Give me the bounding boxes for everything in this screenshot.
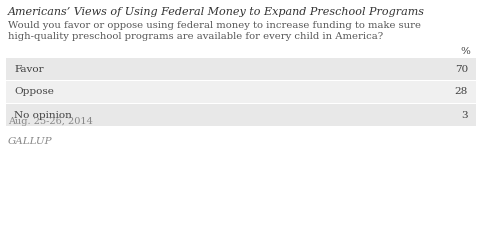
Text: 3: 3 [461, 110, 468, 119]
Bar [6, 81, 476, 103]
Text: Americans’ Views of Using Federal Money to Expand Preschool Programs: Americans’ Views of Using Federal Money … [8, 7, 425, 17]
Text: %: % [460, 47, 470, 56]
Text: high-quality preschool programs are available for every child in America?: high-quality preschool programs are avai… [8, 32, 383, 41]
Text: Favor: Favor [14, 65, 44, 74]
Text: 70: 70 [455, 65, 468, 74]
Text: Oppose: Oppose [14, 88, 54, 97]
Text: Aug. 25-26, 2014: Aug. 25-26, 2014 [8, 117, 93, 126]
Text: Would you favor or oppose using federal money to increase funding to make sure: Would you favor or oppose using federal … [8, 21, 421, 30]
Text: No opinion: No opinion [14, 110, 72, 119]
Text: GALLUP: GALLUP [8, 137, 53, 146]
Bar [6, 104, 476, 126]
Text: 28: 28 [455, 88, 468, 97]
Bar [6, 58, 476, 80]
